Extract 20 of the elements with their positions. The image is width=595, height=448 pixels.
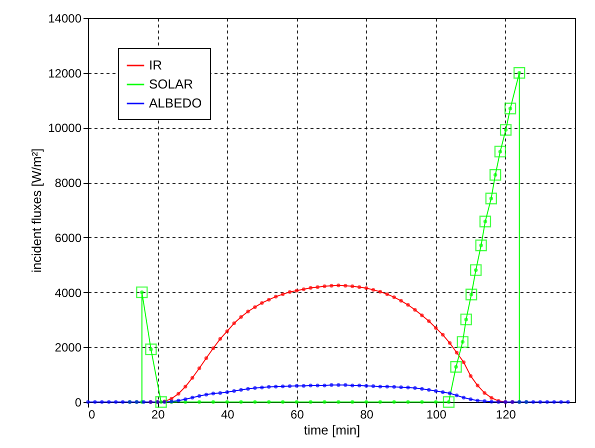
x-tick-label: 80	[360, 408, 374, 422]
y-tick-label: 10000	[48, 121, 82, 136]
y-tick-label: 2000	[54, 340, 82, 355]
x-tick-label: 20	[151, 408, 166, 422]
y-tick-label: 0	[74, 396, 82, 410]
x-tick-label: 100	[426, 408, 447, 422]
y-tick-label: 12000	[48, 66, 82, 80]
y-axis-title: incident fluxes [W/m²]	[29, 148, 44, 273]
y-tick-label: 8000	[54, 176, 82, 190]
legend-label: ALBEDO	[149, 96, 202, 110]
legend-label: SOLAR	[149, 76, 194, 92]
y-tick-label: 4000	[54, 286, 82, 300]
x-tick-label: 120	[496, 408, 516, 422]
x-tick-label: 60	[290, 408, 304, 422]
x-axis-title: time [min]	[304, 422, 360, 438]
y-tick-label: 6000	[54, 230, 82, 245]
x-tick-label: 0	[88, 408, 96, 422]
legend-label: IR	[149, 58, 162, 72]
x-tick-label: 40	[220, 408, 235, 422]
y-tick-label: 14000	[48, 12, 82, 26]
